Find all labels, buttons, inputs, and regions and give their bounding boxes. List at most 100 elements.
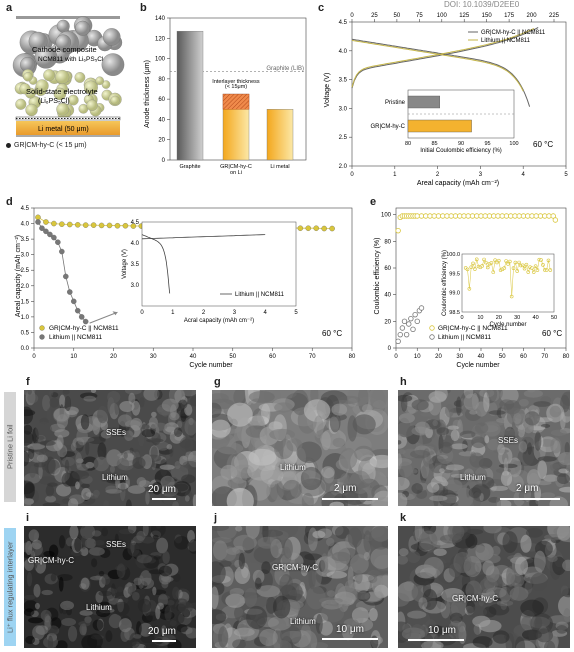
sse-particle [15,98,27,110]
sem-grain [212,393,229,403]
sem-grain [140,570,152,586]
chart-c-top-tick-label: 150 [482,13,493,19]
sem-grain [514,556,529,576]
chart-d-inset-xtick-label: 0 [140,310,144,316]
sem-f-scalebar [152,498,176,500]
sem-grain [93,456,110,472]
chart-d-point [305,225,312,231]
sem-grain [116,563,126,579]
chart-d-point [82,318,89,325]
sem-image-f [24,390,196,506]
sem-grain [355,569,363,584]
chart-d-point [329,225,335,232]
chart-c-inset-xtick-label: 80 [405,141,411,147]
chart-d-inset-xlabel: Acral capacity (mAh cm⁻²) [184,318,254,324]
sem-grain [517,424,526,438]
sem-grain [169,620,177,627]
cathode-particle [34,45,58,69]
sem-grain [80,526,96,540]
chart-e-point [403,331,410,338]
sem-grain [138,432,145,447]
sem-grain [59,394,66,408]
sem-grain [410,449,430,459]
sem-grain [267,616,292,631]
chart-d-inset-ytick-label: 3.5 [131,262,140,268]
chart-b-ytick-label: 80 [158,77,165,83]
sem-grain [411,399,429,411]
sem-grain [184,418,196,436]
sem-grain [321,599,343,610]
chart-d-point [39,225,45,231]
panel-letter-a: a [6,2,13,14]
sem-j-scale: 10 μm [336,624,364,635]
chart-d-ytick-label: 2.0 [21,284,30,290]
sem-grain [357,634,375,648]
sem-grain [556,473,570,485]
chart-b-ytick-label: 0 [162,158,166,164]
chart-c-top-tick-label: 225 [549,13,560,19]
chart-d-xtick-label: 0 [32,354,36,360]
sem-grain [347,390,371,406]
chart-b-ytick-label: 120 [155,36,166,42]
chart-b-ylabel: Anode thickness (μm) [144,60,151,128]
chart-e-point [397,331,403,338]
chart-c-xlabel: Areal capacity (mAh cm⁻²) [417,180,499,187]
sse-particle [86,99,98,111]
sem-f-scale: 20 μm [148,484,176,495]
chart-e-inset-xlabel: Cycle number [489,322,526,328]
cell-schematic: Cathode composite NCM811 with Li₆PS₅Cl S… [12,16,125,137]
sem-grain [117,414,133,427]
sem-grain [161,576,174,582]
sem-grain [32,625,45,640]
chart-c-ytick-label: 2.5 [339,135,348,141]
sem-grain [436,427,449,436]
sem-h-scale: 2 μm [516,483,539,494]
chart-d-inset-xtick-label: 1 [171,310,175,316]
sem-grain [534,550,546,573]
sem-grain [329,411,341,433]
sem-grain [361,404,373,413]
sem-grain [411,483,423,494]
chart-e-ylabel: Coulombic efficiency (%) [374,238,381,315]
sem-grain [212,419,231,438]
chart-c-inset-xtick-label: 95 [484,141,490,147]
chart-c-top-tick-label: 200 [527,13,538,19]
sem-grain [306,585,326,610]
sem-grain [47,625,60,636]
sem-grain [84,538,97,549]
sem-grain [142,526,149,537]
sem-grain [398,413,415,424]
sem-grain [162,550,170,565]
sem-grain [99,601,110,606]
sem-grain [114,399,119,416]
sem-grain [62,390,70,395]
sem-grain [563,608,570,622]
sem-grain [506,407,526,426]
sem-h-label-li: Lithium [460,473,486,482]
chart-b-xtick-label: on Li [230,170,242,176]
sem-grain [34,602,40,610]
sem-texture [24,526,196,648]
sem-grain [87,633,103,648]
sem-grain [229,587,245,597]
sem-grain [24,450,30,467]
sem-grain [534,616,543,630]
chart-d-point [313,225,319,231]
chart-d-inset-charge [141,234,266,240]
chart-e-legend-label: GR|CM-hy-C || NCM811 [438,325,508,332]
sse-particle [67,94,79,106]
chart-d-ytick-label: 1.5 [21,299,30,305]
sem-grain [174,536,190,550]
sem-grain [564,441,570,455]
sem-grain [403,580,415,592]
chart-d-point [51,220,57,227]
sem-grain [465,580,482,601]
chart-c-ytick-label: 3.5 [339,78,348,84]
sem-grain [502,531,518,554]
sem-grain [215,487,228,506]
sem-grain [550,437,562,454]
sem-grain [483,526,502,534]
sem-grain [368,608,378,622]
sem-grain [79,610,93,616]
sem-image-j [212,526,388,648]
